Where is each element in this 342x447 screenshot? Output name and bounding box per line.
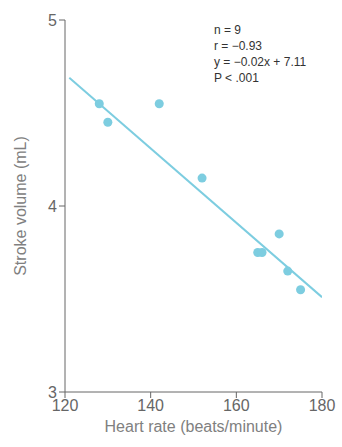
svg-text:5: 5 [48, 12, 57, 29]
svg-text:Stroke volume (mL): Stroke volume (mL) [12, 136, 29, 276]
svg-text:3: 3 [48, 384, 57, 401]
svg-text:4: 4 [48, 198, 57, 215]
svg-text:160: 160 [223, 397, 250, 414]
html-text:P < .001: P < .001 [214, 71, 259, 85]
html-text:r = −0.93: r = −0.93 [214, 39, 262, 53]
svg-text:Heart rate (beats/minute): Heart rate (beats/minute) [105, 418, 283, 435]
svg-text:120: 120 [51, 397, 79, 415]
svg-text:140: 140 [137, 397, 164, 414]
html-text:n = 9: n = 9 [214, 23, 241, 37]
svg-text:180: 180 [309, 397, 334, 414]
html-text:y = −0.02x + 7.11: y = −0.02x + 7.11 [214, 55, 307, 69]
